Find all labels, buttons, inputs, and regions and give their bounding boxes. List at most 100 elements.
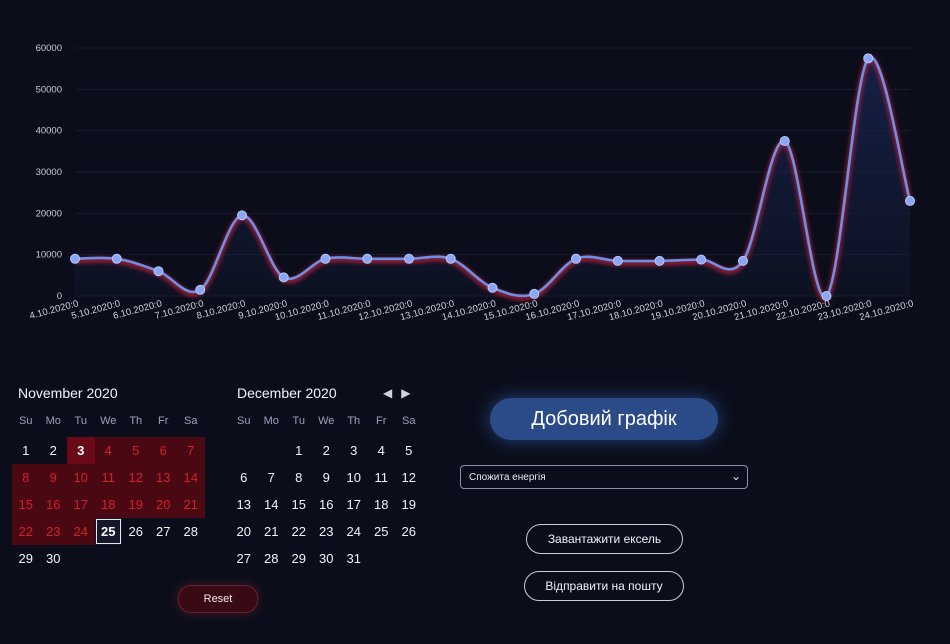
calendar-day[interactable]: 4 bbox=[94, 437, 122, 464]
weekday-label: Mo bbox=[45, 415, 61, 427]
calendar-day[interactable]: 7 bbox=[177, 437, 205, 464]
calendar-december: December 2020 Su Mo Tu We Th Fr Sa 1 2 3 4 5 6 7 8 9 10 1… bbox=[230, 384, 423, 572]
y-tick-label: 50000 bbox=[36, 84, 62, 95]
calendar-day[interactable]: 13 bbox=[149, 464, 177, 491]
data-point bbox=[738, 255, 748, 266]
calendar-day[interactable]: 20 bbox=[149, 491, 177, 518]
data-point bbox=[404, 253, 414, 264]
calendar-day[interactable]: 12 bbox=[401, 470, 416, 485]
next-month-icon[interactable]: ▶ bbox=[401, 386, 411, 400]
weekday-label: Su bbox=[237, 415, 251, 427]
calendar-day[interactable]: 11 bbox=[374, 470, 389, 485]
calendar-month-title: November 2020 bbox=[18, 385, 118, 401]
data-point bbox=[779, 136, 790, 146]
calendar-day[interactable]: 31 bbox=[346, 551, 361, 566]
calendar-day[interactable]: 18 bbox=[374, 497, 389, 512]
calendar-day[interactable]: 21 bbox=[177, 491, 205, 518]
calendar-grid: Su Mo Tu We Th Fr Sa 1 2 3 4 5 6 7 8 9 10 11 12 13 14 15 16 17 1… bbox=[12, 410, 205, 572]
calendar-day[interactable]: 7 bbox=[267, 470, 275, 485]
calendar-day[interactable]: 10 bbox=[67, 464, 95, 491]
calendar-day[interactable]: 23 bbox=[39, 518, 67, 545]
calendar-day[interactable]: 8 bbox=[295, 470, 303, 485]
weekday-label: Fr bbox=[376, 415, 387, 427]
calendar-day[interactable]: 21 bbox=[264, 524, 279, 539]
calendar-day[interactable]: 20 bbox=[236, 524, 251, 539]
data-point bbox=[362, 253, 373, 264]
calendar-day[interactable]: 13 bbox=[236, 497, 251, 512]
calendar-day[interactable]: 10 bbox=[346, 470, 361, 485]
daily-chart-button[interactable]: Добовий графік bbox=[490, 398, 718, 440]
calendar-day[interactable]: 1 bbox=[22, 443, 30, 458]
calendar-day[interactable]: 4 bbox=[377, 443, 385, 458]
calendar-day[interactable]: 25 bbox=[94, 518, 122, 545]
calendar-day[interactable]: 28 bbox=[264, 551, 279, 566]
calendar-day[interactable]: 27 bbox=[236, 551, 251, 566]
prev-month-icon[interactable]: ◀ bbox=[383, 386, 393, 400]
calendar-day[interactable]: 1 bbox=[295, 443, 303, 458]
calendar-day[interactable]: 15 bbox=[291, 497, 306, 512]
calendar-day[interactable]: 3 bbox=[67, 437, 95, 464]
data-point bbox=[111, 253, 122, 264]
calendar-day[interactable]: 28 bbox=[183, 524, 198, 539]
y-tick-label: 30000 bbox=[36, 167, 62, 178]
calendar-day[interactable]: 3 bbox=[350, 443, 358, 458]
chevron-down-icon: ⌄ bbox=[730, 469, 741, 483]
y-tick-label: 40000 bbox=[36, 126, 62, 137]
calendar-day[interactable]: 26 bbox=[401, 524, 416, 539]
calendar-day[interactable]: 24 bbox=[346, 524, 361, 539]
calendar-day[interactable]: 25 bbox=[374, 524, 389, 539]
calendar-day[interactable]: 11 bbox=[94, 464, 122, 491]
calendar-grid: Su Mo Tu We Th Fr Sa 1 2 3 4 5 6 7 8 9 10 11 12 13 14 15 16 17 1… bbox=[230, 410, 423, 572]
calendar-day[interactable]: 16 bbox=[319, 497, 334, 512]
calendar-day[interactable]: 18 bbox=[94, 491, 122, 518]
data-point bbox=[905, 195, 915, 206]
calendar-day[interactable]: 6 bbox=[240, 470, 248, 485]
data-point bbox=[153, 266, 164, 277]
calendar-day[interactable]: 23 bbox=[319, 524, 334, 539]
calendar-day[interactable]: 2 bbox=[322, 443, 330, 458]
calendar-day[interactable]: 6 bbox=[149, 437, 177, 464]
calendar-day[interactable]: 14 bbox=[177, 464, 205, 491]
energy-chart: 01000020000300004000050000600004.10.2020… bbox=[28, 43, 915, 323]
calendar-day[interactable]: 17 bbox=[346, 497, 361, 512]
reset-button[interactable]: Reset bbox=[178, 585, 258, 613]
calendar-day[interactable]: 9 bbox=[322, 470, 330, 485]
calendar-day[interactable]: 8 bbox=[12, 464, 40, 491]
data-point bbox=[195, 284, 206, 295]
calendar-day[interactable]: 19 bbox=[122, 491, 150, 518]
calendar-day[interactable]: 24 bbox=[67, 518, 95, 545]
data-point bbox=[821, 291, 832, 301]
calendar-day[interactable]: 22 bbox=[291, 524, 306, 539]
calendar-day[interactable]: 27 bbox=[156, 524, 171, 539]
data-point bbox=[612, 255, 623, 266]
calendar-day[interactable]: 14 bbox=[264, 497, 279, 512]
calendar-day[interactable]: 2 bbox=[49, 443, 57, 458]
data-point bbox=[571, 253, 581, 264]
calendar-day[interactable]: 9 bbox=[39, 464, 67, 491]
calendar-day[interactable]: 30 bbox=[46, 551, 61, 566]
weekday-label: Th bbox=[347, 415, 361, 427]
calendar-day[interactable]: 5 bbox=[122, 437, 150, 464]
download-excel-button[interactable]: Завантажити ексель bbox=[526, 524, 683, 554]
calendar-day[interactable]: 19 bbox=[401, 497, 416, 512]
calendar-day[interactable]: 16 bbox=[39, 491, 67, 518]
calendar-day[interactable]: 5 bbox=[405, 443, 413, 458]
calendar-blank bbox=[258, 437, 286, 464]
send-email-button[interactable]: Відправити на пошту bbox=[524, 571, 684, 601]
weekday-label: Tu bbox=[74, 415, 87, 427]
calendar-day[interactable]: 29 bbox=[18, 551, 33, 566]
calendar-day[interactable]: 30 bbox=[319, 551, 334, 566]
calendar-day[interactable]: 12 bbox=[122, 464, 150, 491]
calendar-day[interactable]: 29 bbox=[291, 551, 306, 566]
weekday-label: Th bbox=[129, 415, 143, 427]
metric-select[interactable]: Спожита енергія ⌄ bbox=[460, 465, 748, 489]
y-tick-label: 60000 bbox=[36, 43, 62, 54]
weekday-label: Tu bbox=[292, 415, 305, 427]
data-point bbox=[320, 253, 331, 264]
calendar-day[interactable]: 22 bbox=[12, 518, 40, 545]
y-tick-label: 20000 bbox=[36, 208, 62, 219]
calendar-day[interactable]: 17 bbox=[67, 491, 95, 518]
calendar-day[interactable]: 15 bbox=[12, 491, 40, 518]
weekday-label: Sa bbox=[402, 415, 416, 427]
calendar-day[interactable]: 26 bbox=[128, 524, 143, 539]
